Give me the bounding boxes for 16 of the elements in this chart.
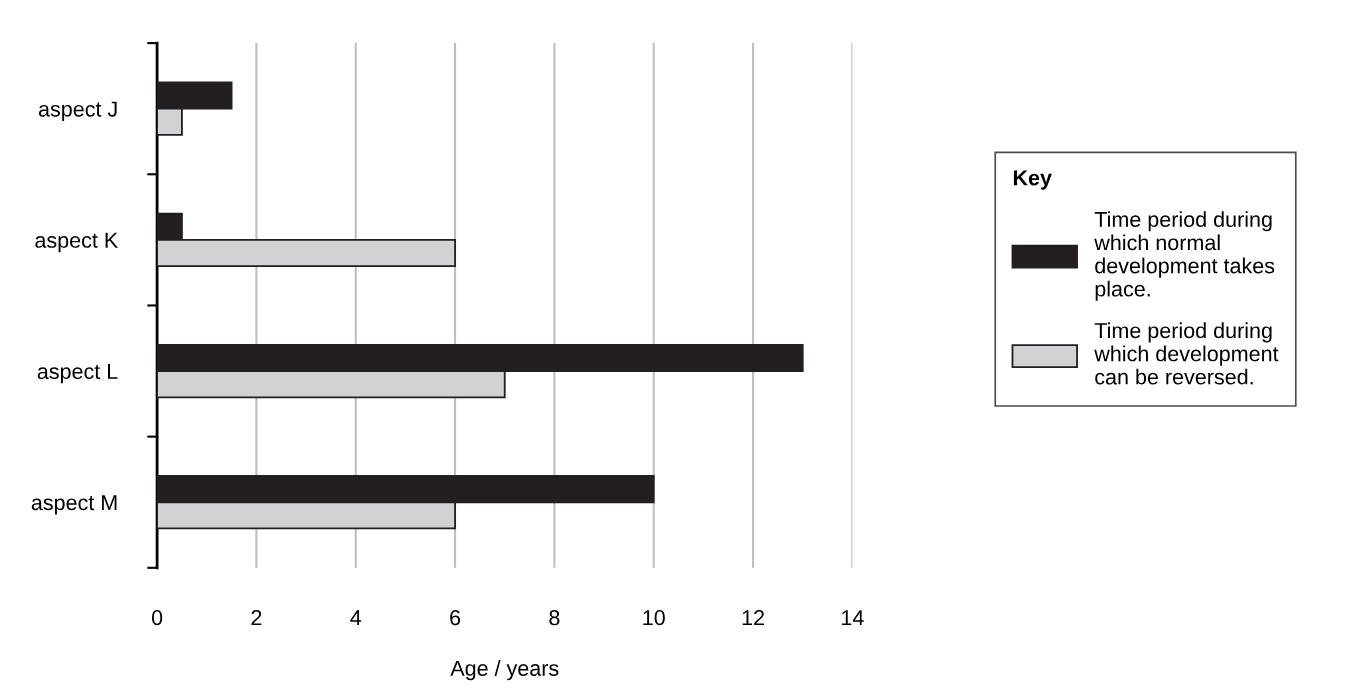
legend-label: Time period during which normal development takes place. (1094, 211, 1275, 301)
x-tick-label: 0 (151, 610, 163, 626)
y-tick-label: aspect J (38, 101, 117, 121)
x-tick-label: 6 (450, 610, 461, 626)
legend-label: Time period during which development can be reversed. (1094, 322, 1279, 385)
x-tick-label: 12 (742, 610, 764, 626)
y-tick-label: aspect K (35, 232, 118, 253)
y-tick-label: aspect M (31, 495, 117, 515)
x-tick-label: 14 (842, 610, 864, 626)
x-tick-label: 10 (643, 610, 665, 626)
x-tick-label: 4 (350, 610, 362, 626)
x-axis-title: Age / years (450, 660, 559, 681)
x-tick-label: 2 (251, 610, 262, 626)
y-tick-label: aspect L (37, 364, 118, 384)
legend-title: Key (1013, 170, 1052, 190)
x-tick-label: 8 (549, 610, 560, 626)
